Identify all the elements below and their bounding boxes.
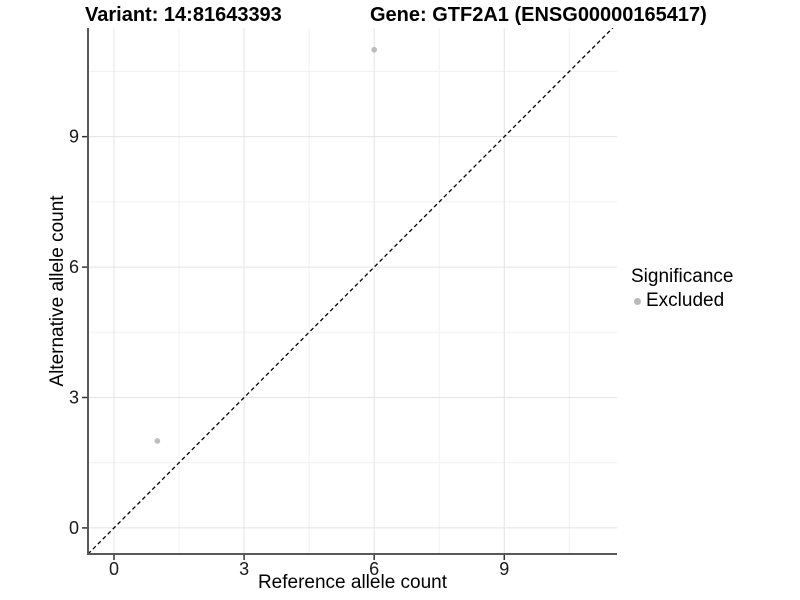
data-point bbox=[371, 46, 377, 53]
x-tick-label: 6 bbox=[369, 559, 379, 579]
y-tick-label: 9 bbox=[69, 127, 79, 147]
legend-point-icon bbox=[634, 297, 641, 305]
legend: Significance Excluded bbox=[631, 266, 733, 312]
data-point bbox=[154, 438, 161, 444]
legend-item-excluded: Excluded bbox=[634, 290, 733, 312]
identity-line bbox=[88, 28, 614, 554]
x-tick-label: 3 bbox=[239, 559, 249, 579]
x-axis-title: Reference allele count bbox=[257, 572, 448, 593]
y-tick-label: 0 bbox=[69, 518, 79, 538]
x-tick-label: 0 bbox=[109, 559, 119, 579]
legend-title: Significance bbox=[631, 266, 734, 287]
x-tick-label: 9 bbox=[499, 559, 509, 579]
legend-item-label: Excluded bbox=[646, 290, 725, 311]
plot-title-gene: Gene: GTF2A1 (ENSG00000165417) bbox=[370, 4, 707, 26]
y-axis-title: Alternative allele count bbox=[47, 195, 68, 387]
y-tick-label: 6 bbox=[69, 257, 79, 277]
y-tick-label: 3 bbox=[69, 388, 79, 408]
plot-title-variant: Variant: 14:81643393 bbox=[85, 4, 282, 26]
